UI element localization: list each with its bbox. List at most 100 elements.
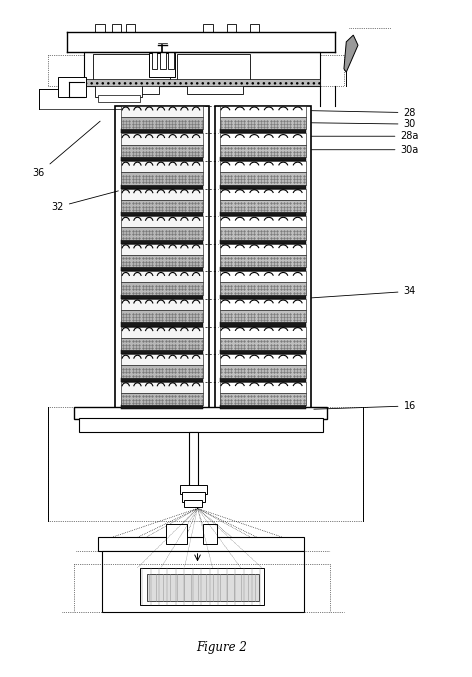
Bar xyxy=(182,492,204,502)
Bar xyxy=(187,83,243,94)
Bar xyxy=(84,52,320,86)
Bar xyxy=(121,267,203,271)
Bar xyxy=(116,106,209,410)
Bar xyxy=(121,133,203,144)
Bar xyxy=(121,378,203,382)
Bar xyxy=(219,382,306,393)
Bar xyxy=(95,24,105,32)
Bar xyxy=(121,244,203,255)
Bar xyxy=(121,189,203,200)
Bar xyxy=(219,185,306,189)
Bar xyxy=(121,161,203,172)
Bar xyxy=(121,129,203,133)
Bar xyxy=(219,338,306,350)
Bar xyxy=(219,129,306,133)
Bar xyxy=(219,144,306,157)
Text: 16: 16 xyxy=(314,401,416,411)
Bar xyxy=(140,568,264,605)
Bar xyxy=(219,255,306,267)
Bar xyxy=(219,157,306,161)
Bar xyxy=(121,144,203,157)
Bar xyxy=(98,538,304,551)
Bar xyxy=(121,382,203,393)
Bar xyxy=(58,77,86,97)
Bar xyxy=(219,117,306,129)
Bar xyxy=(121,227,203,240)
Bar xyxy=(79,418,323,431)
Bar xyxy=(219,350,306,354)
Bar xyxy=(219,326,306,338)
Bar xyxy=(203,524,217,544)
Bar xyxy=(219,227,306,240)
Bar xyxy=(219,216,306,227)
Bar xyxy=(219,299,306,310)
Bar xyxy=(227,24,236,32)
Polygon shape xyxy=(344,35,358,72)
Bar xyxy=(219,378,306,382)
Bar xyxy=(98,95,140,102)
Bar xyxy=(84,79,320,86)
Text: 28a: 28a xyxy=(312,131,419,141)
Bar xyxy=(112,24,121,32)
Bar xyxy=(180,485,207,494)
Bar xyxy=(121,117,203,129)
Bar xyxy=(121,172,203,185)
Bar xyxy=(219,267,306,271)
Bar xyxy=(219,393,306,405)
Bar xyxy=(219,354,306,365)
Bar xyxy=(121,200,203,212)
Bar xyxy=(203,24,212,32)
Bar xyxy=(219,212,306,216)
Bar xyxy=(166,524,187,544)
Bar xyxy=(121,354,203,365)
Bar xyxy=(147,575,260,601)
Bar xyxy=(121,299,203,310)
Bar xyxy=(219,200,306,212)
Bar xyxy=(121,185,203,189)
Bar xyxy=(219,322,306,326)
Bar xyxy=(93,54,170,81)
Bar xyxy=(102,551,304,611)
Text: 28: 28 xyxy=(312,108,416,118)
Bar xyxy=(121,282,203,294)
Bar xyxy=(189,431,197,487)
Bar xyxy=(121,255,203,267)
Bar xyxy=(219,106,306,117)
Bar xyxy=(250,24,260,32)
Bar xyxy=(121,106,203,117)
Bar xyxy=(219,133,306,144)
Bar xyxy=(219,294,306,299)
Bar xyxy=(149,53,175,77)
Bar xyxy=(121,338,203,350)
Bar xyxy=(74,408,328,420)
Bar xyxy=(160,52,166,69)
Bar xyxy=(102,83,159,94)
Bar xyxy=(121,271,203,282)
Bar xyxy=(121,157,203,161)
Bar xyxy=(219,271,306,282)
Bar xyxy=(121,212,203,216)
Bar xyxy=(219,282,306,294)
Bar xyxy=(219,189,306,200)
Bar xyxy=(169,52,174,69)
Bar xyxy=(215,106,311,410)
Text: 32: 32 xyxy=(51,191,118,212)
Bar xyxy=(219,310,306,322)
Bar xyxy=(121,393,203,405)
Bar xyxy=(121,310,203,322)
Bar xyxy=(152,52,157,69)
Bar xyxy=(95,81,142,97)
Bar xyxy=(121,240,203,244)
Text: 34: 34 xyxy=(312,286,416,298)
Bar xyxy=(121,326,203,338)
Text: 30a: 30a xyxy=(312,145,419,155)
Bar xyxy=(219,365,306,378)
Bar xyxy=(126,24,135,32)
Bar xyxy=(121,322,203,326)
Bar xyxy=(219,405,306,410)
Bar xyxy=(121,365,203,378)
Bar xyxy=(219,161,306,172)
Bar xyxy=(219,172,306,185)
Bar xyxy=(219,240,306,244)
Bar xyxy=(121,294,203,299)
